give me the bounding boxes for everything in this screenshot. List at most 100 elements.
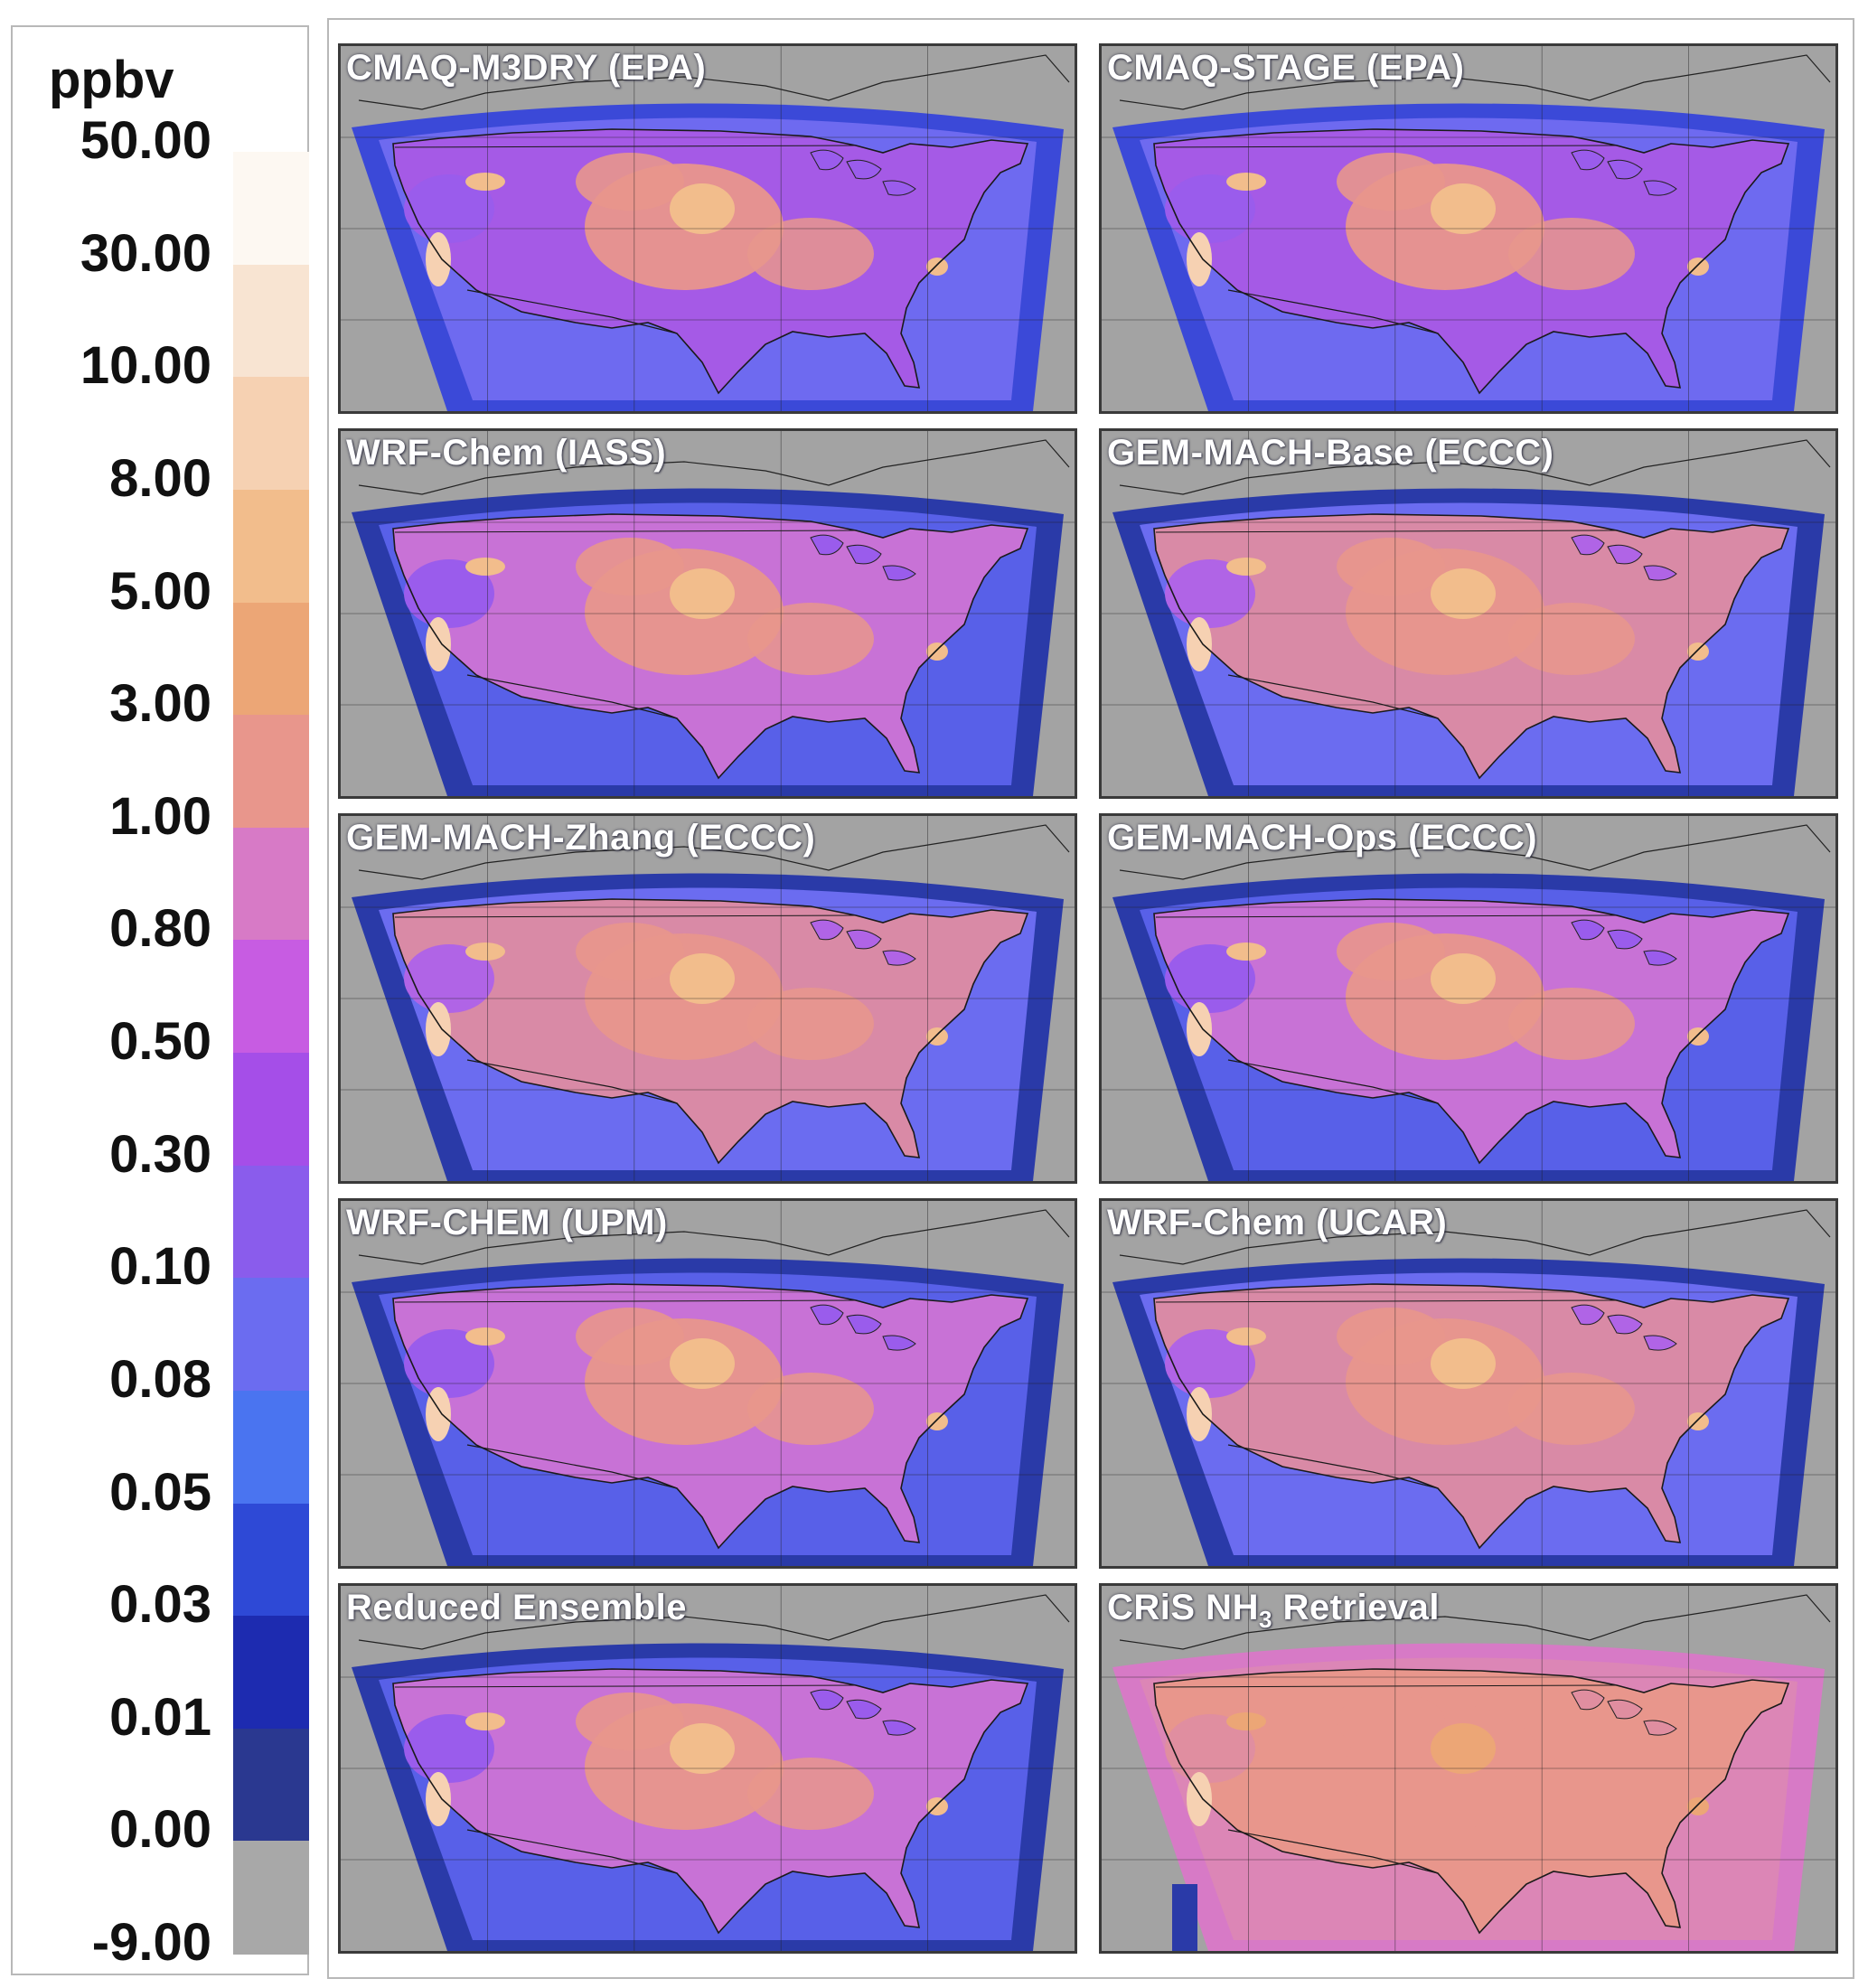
map-border <box>358 824 1070 880</box>
map-title: WRF-Chem (IASS) <box>346 433 667 473</box>
map-border <box>394 1684 857 1688</box>
map-field-region <box>404 174 494 243</box>
map-panel-wrf-chem-iass: WRF-Chem (IASS) <box>338 428 1077 799</box>
map-field-region <box>1337 923 1445 980</box>
map-canvas <box>341 431 1075 796</box>
colorbar-tick-label: 5.00 <box>109 561 211 621</box>
map-coastline <box>1153 128 1790 395</box>
colorbar-swatch <box>233 1053 309 1167</box>
map-border <box>466 289 678 334</box>
map-panel-wrf-chem-ucar: WRF-Chem (UCAR) <box>1099 1198 1838 1569</box>
map-field-region <box>1165 944 1255 1013</box>
map-border <box>394 530 857 533</box>
map-lakes <box>1571 534 1677 581</box>
map-field-region <box>747 218 874 290</box>
map-border <box>1227 1444 1439 1489</box>
colorbar-tick-labels: 50.00 30.00 10.00 8.00 5.00 3.00 1.00 0.80 0.50 0… <box>13 27 311 1977</box>
map-field-region <box>465 942 505 961</box>
map-field-region <box>576 923 684 980</box>
map-field-region <box>426 1387 451 1441</box>
map-field-region <box>1508 603 1635 675</box>
map-border <box>1119 824 1831 880</box>
map-title-suffix: Retrieval <box>1272 1588 1441 1627</box>
map-field-region <box>1337 1308 1445 1365</box>
colorbar-tick-label: 8.00 <box>109 448 211 508</box>
map-field-region <box>1337 1693 1445 1750</box>
colorbar-tick-label: 0.10 <box>109 1237 211 1297</box>
map-lakes <box>810 919 916 966</box>
map-lakes <box>1571 919 1677 966</box>
map-border <box>394 914 857 918</box>
map-field-region <box>670 953 735 1004</box>
colorbar-swatch <box>233 1728 309 1843</box>
map-lakes <box>1571 1304 1677 1351</box>
colorbar-legend: ppbv 50.00 30.00 10.00 8.00 5.00 3.00 1.00 0.80… <box>11 25 309 1975</box>
colorbar-tick-label: 0.30 <box>109 1124 211 1184</box>
map-field-region <box>1165 559 1255 628</box>
map-canvas <box>1102 1586 1835 1951</box>
legend-unit-label: ppbv <box>49 51 174 109</box>
map-border <box>1227 674 1439 719</box>
map-border <box>1119 1594 1831 1650</box>
map-border <box>466 674 678 719</box>
map-title: CMAQ-M3DRY (EPA) <box>346 48 707 88</box>
map-field-region <box>1226 173 1266 191</box>
map-panel-cmaq-m3dry: CMAQ-M3DRY (EPA) <box>338 43 1077 414</box>
map-field-region <box>404 559 494 628</box>
map-field-region <box>670 183 735 234</box>
map-title: GEM-MACH-Base (ECCC) <box>1107 433 1554 473</box>
map-border <box>1227 289 1439 334</box>
map-coastline <box>392 898 1029 1165</box>
colorbar-swatch <box>233 827 309 942</box>
map-panel-reduced-ensemble: Reduced Ensemble <box>338 1583 1077 1954</box>
colorbar-tick-label: 10.00 <box>80 336 211 396</box>
map-border <box>394 1299 857 1303</box>
map-border <box>1155 1684 1618 1688</box>
map-coastline <box>392 513 1029 780</box>
map-field-region <box>1337 153 1445 211</box>
colorbar-tick-label: 0.50 <box>109 1012 211 1071</box>
map-field-region <box>1165 1714 1255 1783</box>
colorbar-swatch <box>233 715 309 829</box>
map-field-region <box>1187 232 1212 286</box>
map-title: GEM-MACH-Zhang (ECCC) <box>346 818 816 858</box>
map-border <box>1155 914 1618 918</box>
map-field-region <box>404 1714 494 1783</box>
map-canvas <box>341 816 1075 1181</box>
map-field-region <box>576 1693 684 1750</box>
map-field-region <box>465 1327 505 1346</box>
map-field-region <box>576 538 684 595</box>
map-coastline <box>1153 1283 1790 1550</box>
map-title: CRiS NH3 Retrieval <box>1107 1588 1440 1634</box>
map-field-region <box>576 1308 684 1365</box>
colorbar-swatch <box>233 1503 309 1618</box>
map-border <box>466 1059 678 1104</box>
colorbar-swatch <box>233 489 309 604</box>
colorbar-swatch <box>233 602 309 717</box>
map-field-region <box>1226 558 1266 576</box>
colorbar-tick-label: 0.08 <box>109 1349 211 1409</box>
map-canvas <box>1102 46 1835 411</box>
map-border <box>466 1829 678 1874</box>
map-field-region <box>1431 1338 1496 1389</box>
map-field-region <box>1337 538 1445 595</box>
colorbar <box>233 152 309 1955</box>
map-title: Reduced Ensemble <box>346 1588 688 1627</box>
map-field-region <box>1508 1373 1635 1445</box>
map-canvas <box>341 1201 1075 1566</box>
map-canvas <box>341 1586 1075 1951</box>
map-border <box>1155 1299 1618 1303</box>
map-border <box>358 1209 1070 1265</box>
map-border <box>358 54 1070 110</box>
map-title: GEM-MACH-Ops (ECCC) <box>1107 818 1538 858</box>
map-field-region <box>1508 218 1635 290</box>
map-panel-cmaq-stage: CMAQ-STAGE (EPA) <box>1099 43 1838 414</box>
colorbar-tick-label: 3.00 <box>109 674 211 734</box>
map-field-region <box>465 558 505 576</box>
map-field-region <box>670 1723 735 1774</box>
maps-grid: CMAQ-M3DRY (EPA) CMAQ-STAGE (EPA) WRF-Ch… <box>327 18 1854 1979</box>
map-field-region <box>747 603 874 675</box>
map-coastline <box>1153 513 1790 780</box>
map-field-region <box>1187 1772 1212 1826</box>
colorbar-swatch <box>233 1278 309 1392</box>
